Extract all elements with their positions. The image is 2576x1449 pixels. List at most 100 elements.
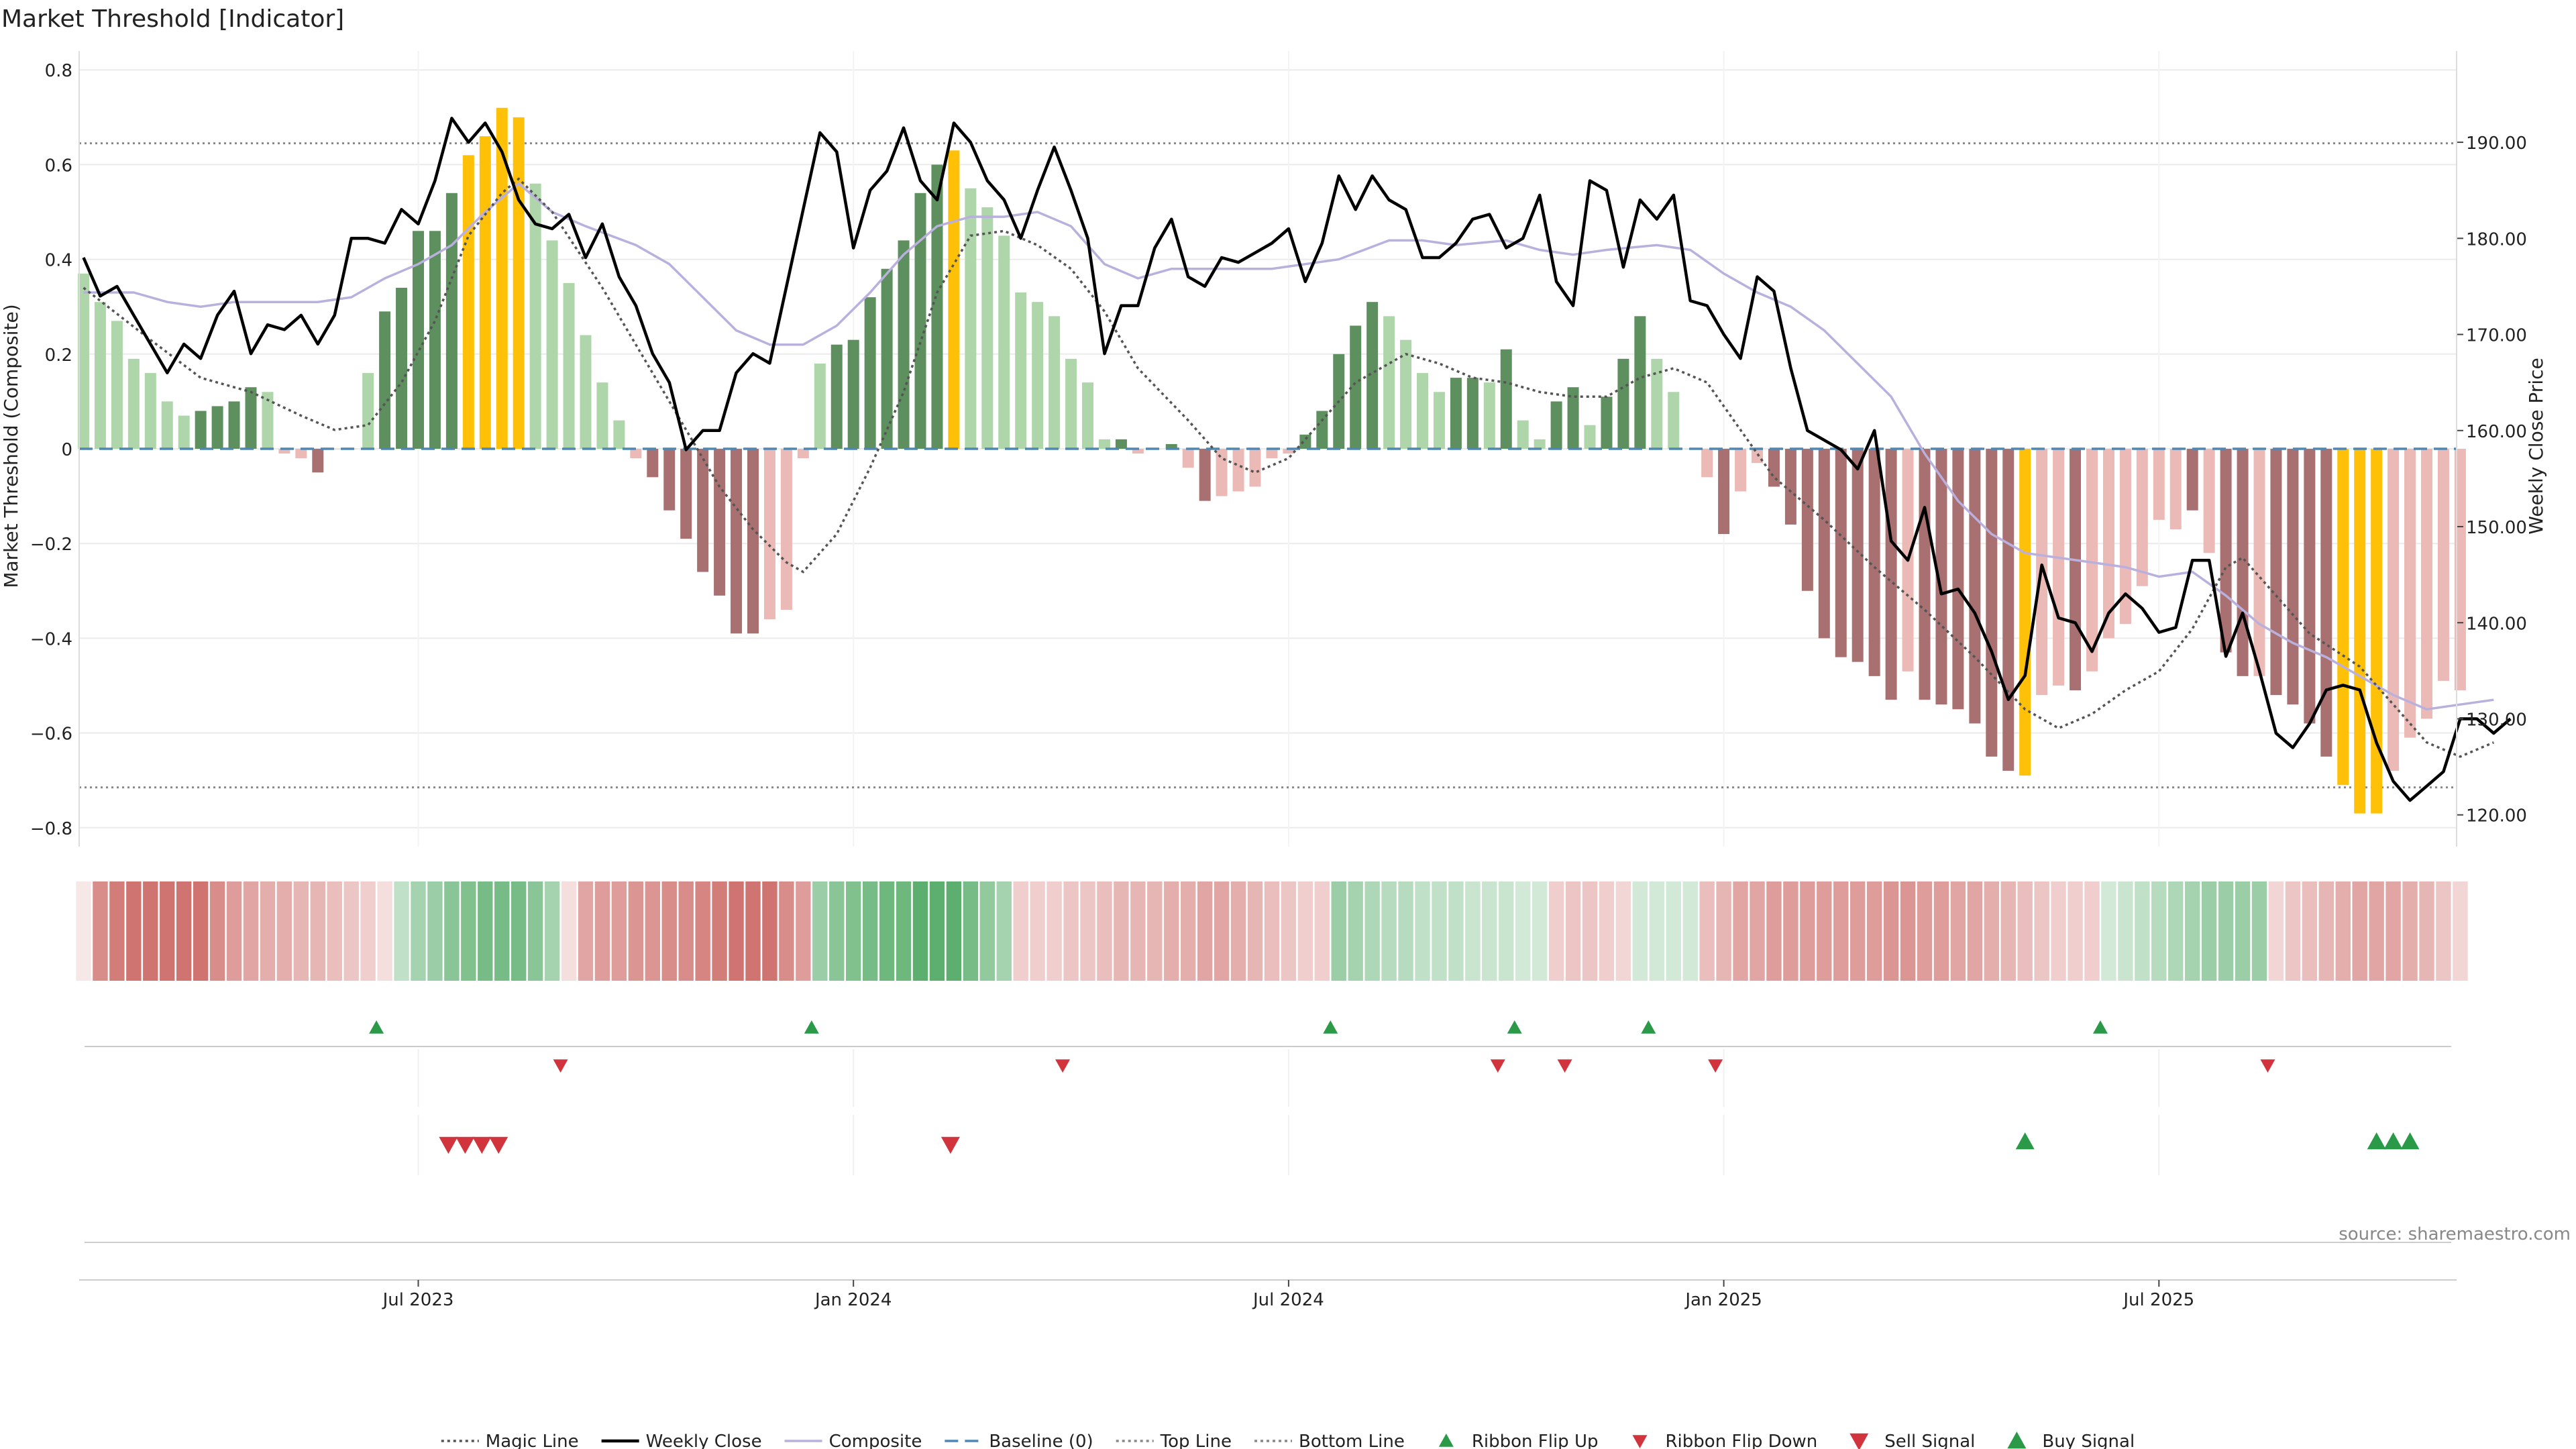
ribbon-cell [1984, 881, 1999, 981]
sell-signal-marker [439, 1136, 458, 1154]
ribbon-cell [862, 881, 878, 981]
ribbon-cell [594, 881, 610, 981]
ribbon-flip-down-marker [1055, 1059, 1071, 1073]
ribbon-cell [1649, 881, 1664, 981]
x-tick-label: Jan 2025 [1684, 1290, 1762, 1310]
composite-bar [1567, 387, 1579, 449]
composite-bar [1534, 439, 1546, 449]
ribbon-panel [76, 881, 2468, 981]
ribbon-flip-up-marker [804, 1020, 819, 1034]
ribbon-cell [293, 881, 309, 981]
ribbon-cell [143, 881, 158, 981]
composite-bar [1132, 449, 1144, 454]
ribbon-cell [1247, 881, 1263, 981]
composite-bar [379, 311, 391, 449]
ribbon-cell [243, 881, 259, 981]
composite-bar [2304, 449, 2316, 724]
composite-bar [1199, 449, 1211, 501]
ribbon-cell [1364, 881, 1380, 981]
y-tick-label: −0.2 [30, 535, 72, 555]
ribbon-cell [126, 881, 142, 981]
composite-bar [1015, 292, 1027, 449]
ribbon-cell [2151, 881, 2167, 981]
ribbon-cell [2285, 881, 2301, 981]
composite-bar [2169, 449, 2182, 530]
legend-label: Ribbon Flip Up [1472, 1432, 1599, 1449]
sell-signal-marker [472, 1136, 492, 1154]
ribbon-cell [260, 881, 276, 981]
composite-bar [981, 207, 994, 449]
composite-bar [2019, 449, 2031, 776]
ribbon-cell [1716, 881, 1731, 981]
ribbon-cell [1080, 881, 1095, 981]
ribbon-cell [1264, 881, 1280, 981]
ribbon-cell [1967, 881, 1983, 981]
ribbon-flip-down-marker [1490, 1059, 1505, 1073]
ribbon-cell [1917, 881, 1933, 981]
ribbon-flip-up-marker [1641, 1020, 1656, 1034]
ribbon-flip-up-marker [369, 1020, 384, 1034]
composite-bar [178, 415, 190, 449]
composite-bar [2454, 449, 2466, 691]
composite-bar [1919, 449, 1931, 700]
ribbon-cell [2251, 881, 2267, 981]
ribbon-cell [2135, 881, 2150, 981]
legend-swatch [1438, 1434, 1454, 1447]
composite-bar [1249, 449, 1261, 487]
ribbon-cell [2385, 881, 2401, 981]
ribbon-cell [276, 881, 292, 981]
y-tick-label: 0 [61, 440, 72, 460]
composite-bar [127, 358, 140, 449]
ribbon-cell [1230, 881, 1246, 981]
composite-bar [1584, 425, 1596, 449]
composite-bar [1383, 316, 1395, 449]
legend-label: Top Line [1160, 1432, 1232, 1449]
ribbon-cell [327, 881, 342, 981]
ribbon-flip-down-marker [553, 1059, 568, 1073]
composite-bar [663, 449, 676, 511]
composite-bar [1466, 378, 1479, 449]
composite-bar [1366, 302, 1379, 449]
ribbon-flip-down-marker [1557, 1059, 1572, 1073]
composite-bar [714, 449, 726, 596]
composite-bar [2237, 449, 2249, 676]
ribbon-flip-up-marker [1323, 1020, 1338, 1034]
ribbon-cell [812, 881, 828, 981]
composite-bar [111, 321, 123, 449]
legend-label: Ribbon Flip Down [1665, 1432, 1817, 1449]
weekly-close-line [82, 117, 2512, 802]
x-tick-label: Jan 2024 [814, 1290, 892, 1310]
ribbon-cell [1181, 881, 1196, 981]
composite-bar [1098, 439, 1110, 449]
composite-bar [529, 183, 541, 449]
ribbon-cell [411, 881, 426, 981]
composite-bar [2220, 449, 2232, 653]
ribbon-cell [1381, 881, 1397, 981]
composite-bar [295, 449, 307, 459]
legend-label: Baseline (0) [989, 1432, 1093, 1449]
x-tick-label: Jul 2023 [382, 1290, 454, 1310]
ribbon-cell [729, 881, 744, 981]
y2-tick-label: 160.00 [2466, 422, 2527, 442]
ribbon-cell [2402, 881, 2418, 981]
composite-bar [763, 449, 775, 620]
ribbon-cell [2034, 881, 2049, 981]
composite-bar [1801, 449, 1813, 591]
ribbon-cell [1548, 881, 1564, 981]
composite-bar [1835, 449, 1847, 657]
composite-bar [462, 155, 474, 449]
ribbon-cell [1933, 881, 1949, 981]
composite-bar [2320, 449, 2332, 757]
composite-bar [1885, 449, 1897, 700]
ribbon-cell [1214, 881, 1230, 981]
composite-bar [362, 373, 374, 449]
ribbon-cell [1147, 881, 1163, 981]
ribbon-cell [1046, 881, 1062, 981]
ribbon-cell [1883, 881, 1899, 981]
y-axis-label: Market Threshold (Composite) [0, 304, 22, 588]
composite-bar [2371, 449, 2383, 814]
composite-bar [847, 339, 859, 449]
ribbon-cell [427, 881, 443, 981]
ribbon-cell [779, 881, 794, 981]
ribbon-cell [1833, 881, 1849, 981]
